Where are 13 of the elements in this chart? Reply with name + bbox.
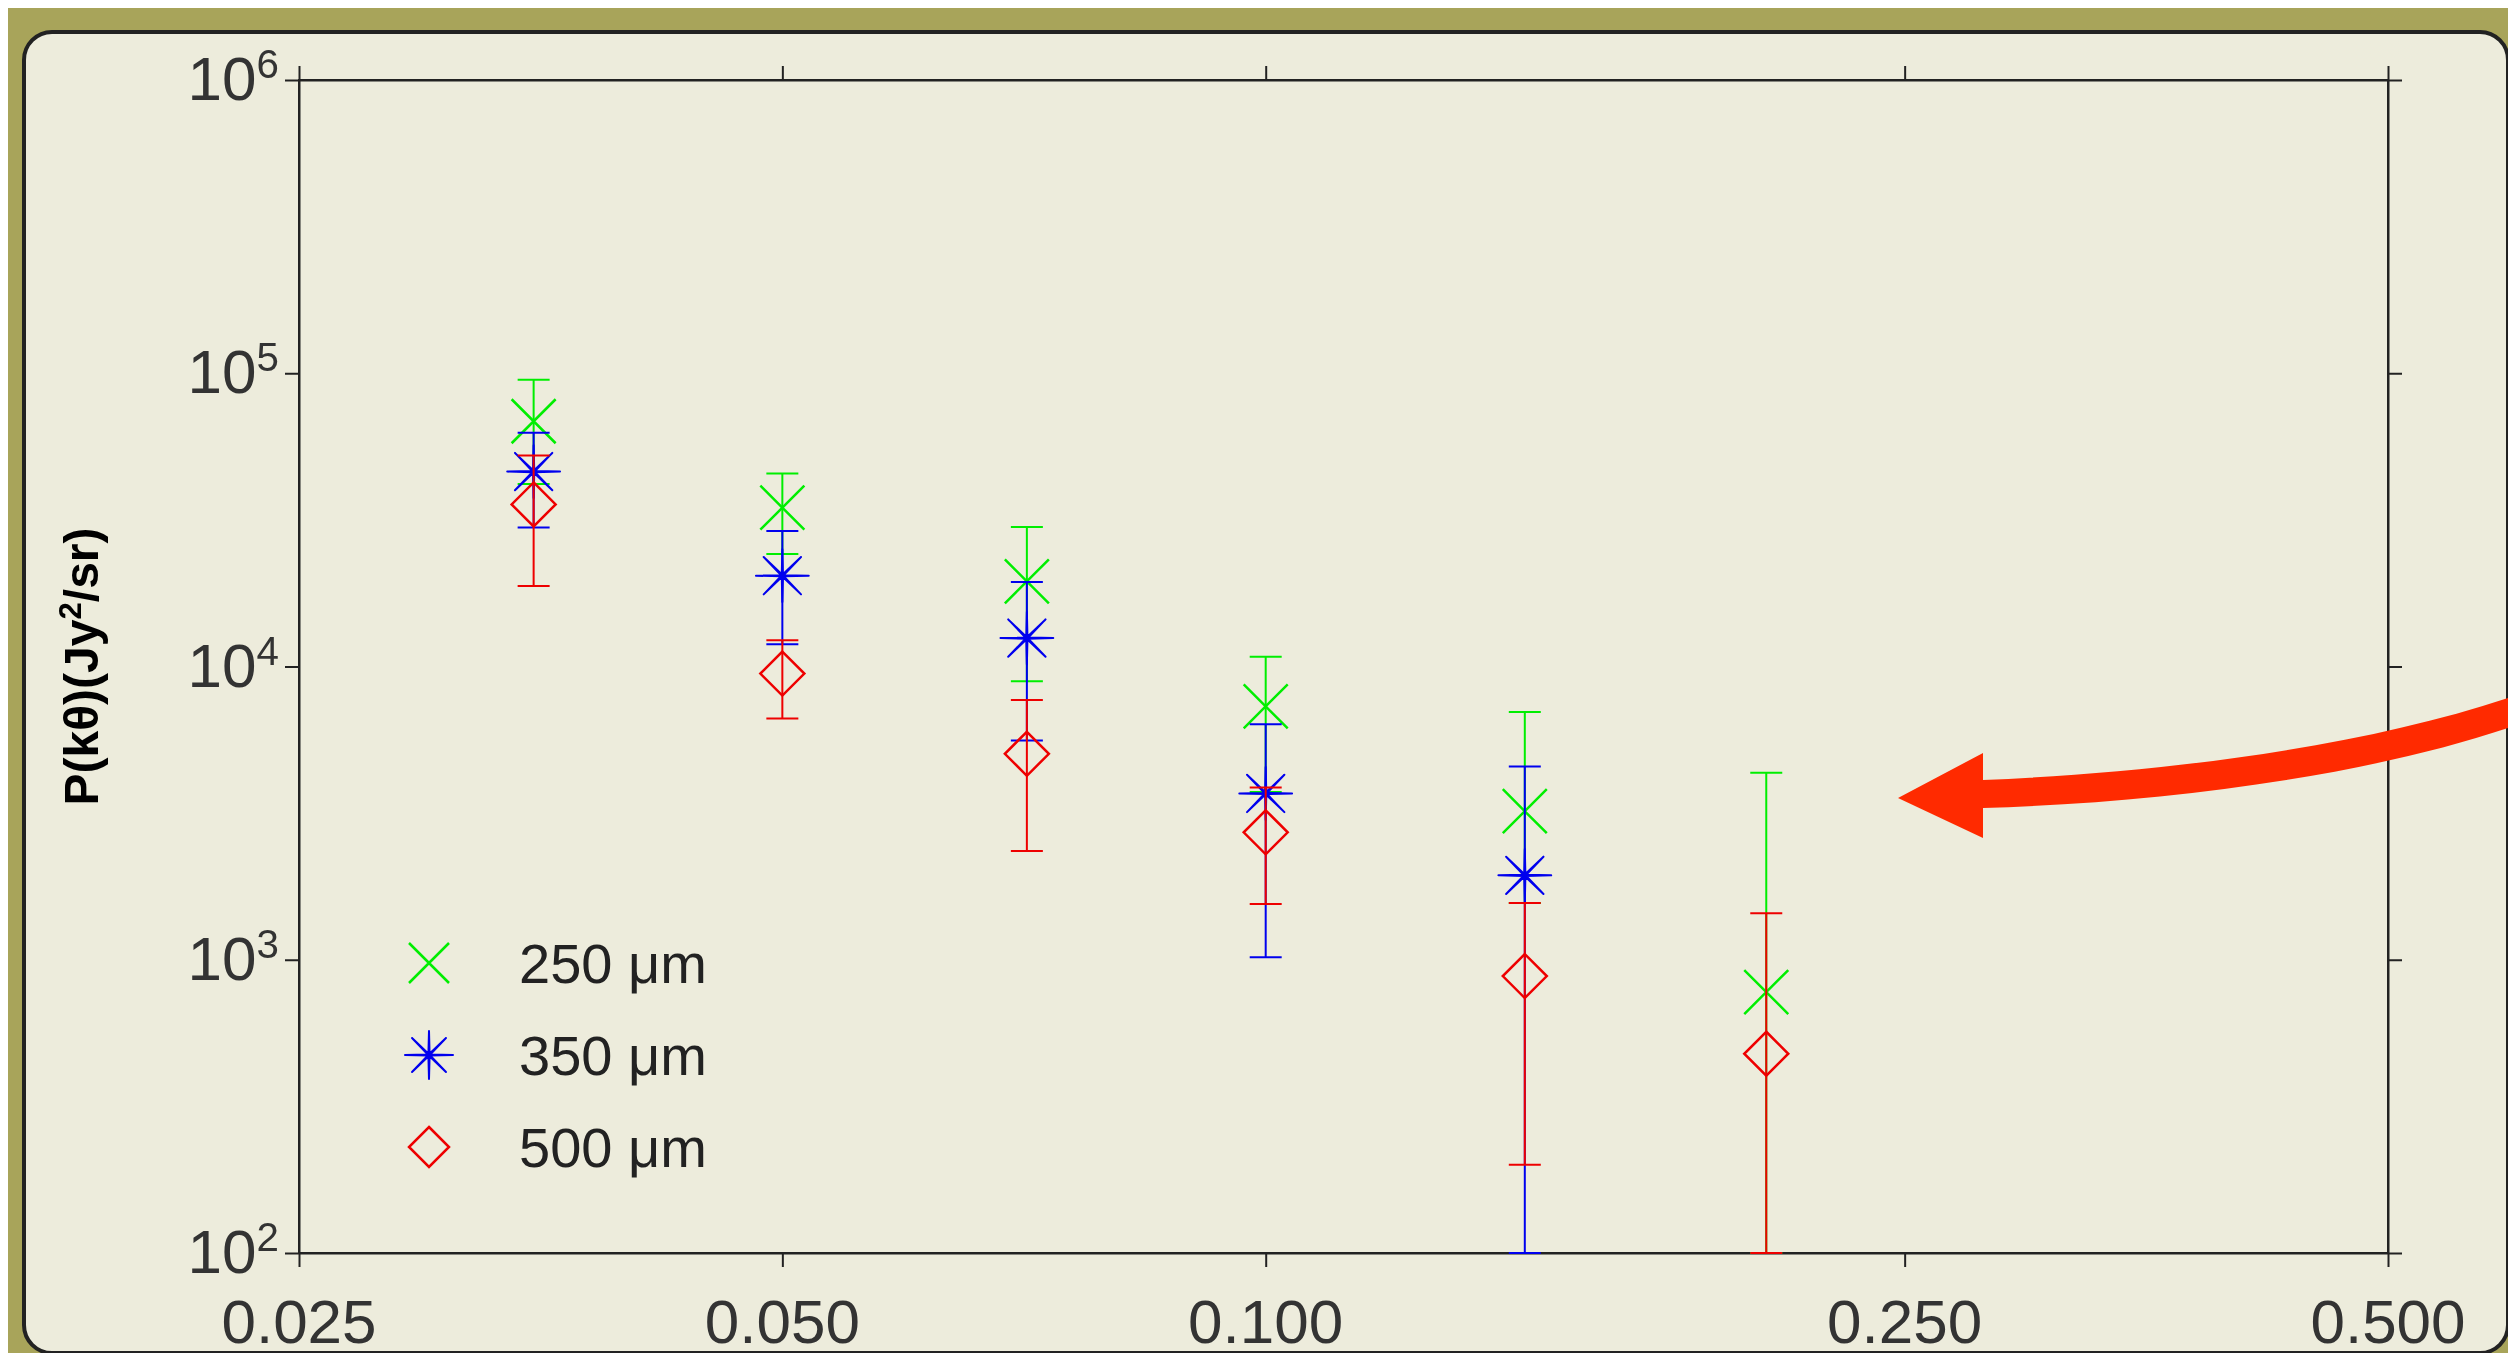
x-tick-label: 0.100 xyxy=(1188,1287,1344,1356)
legend-label: 500 μm xyxy=(519,1115,707,1179)
x-tick-label: 0.500 xyxy=(2310,1287,2466,1356)
y-tick-label: 10$^{3}$ xyxy=(187,921,279,993)
y-tick-label: 10$^{5}$ xyxy=(187,334,279,407)
legend-label: 250 μm xyxy=(519,931,707,995)
y-tick-label: 10$^{6}$ xyxy=(187,41,279,113)
y-tick-label: 10$^{2}$ xyxy=(187,1214,279,1286)
x-tick-label: 0.250 xyxy=(1827,1287,1983,1356)
legend-label: 350 μm xyxy=(519,1023,707,1087)
y-tick-label: 10$^{4}$ xyxy=(187,628,279,700)
x-tick-label: 0.050 xyxy=(704,1287,860,1356)
x-tick-label: 0.025 xyxy=(221,1287,377,1356)
